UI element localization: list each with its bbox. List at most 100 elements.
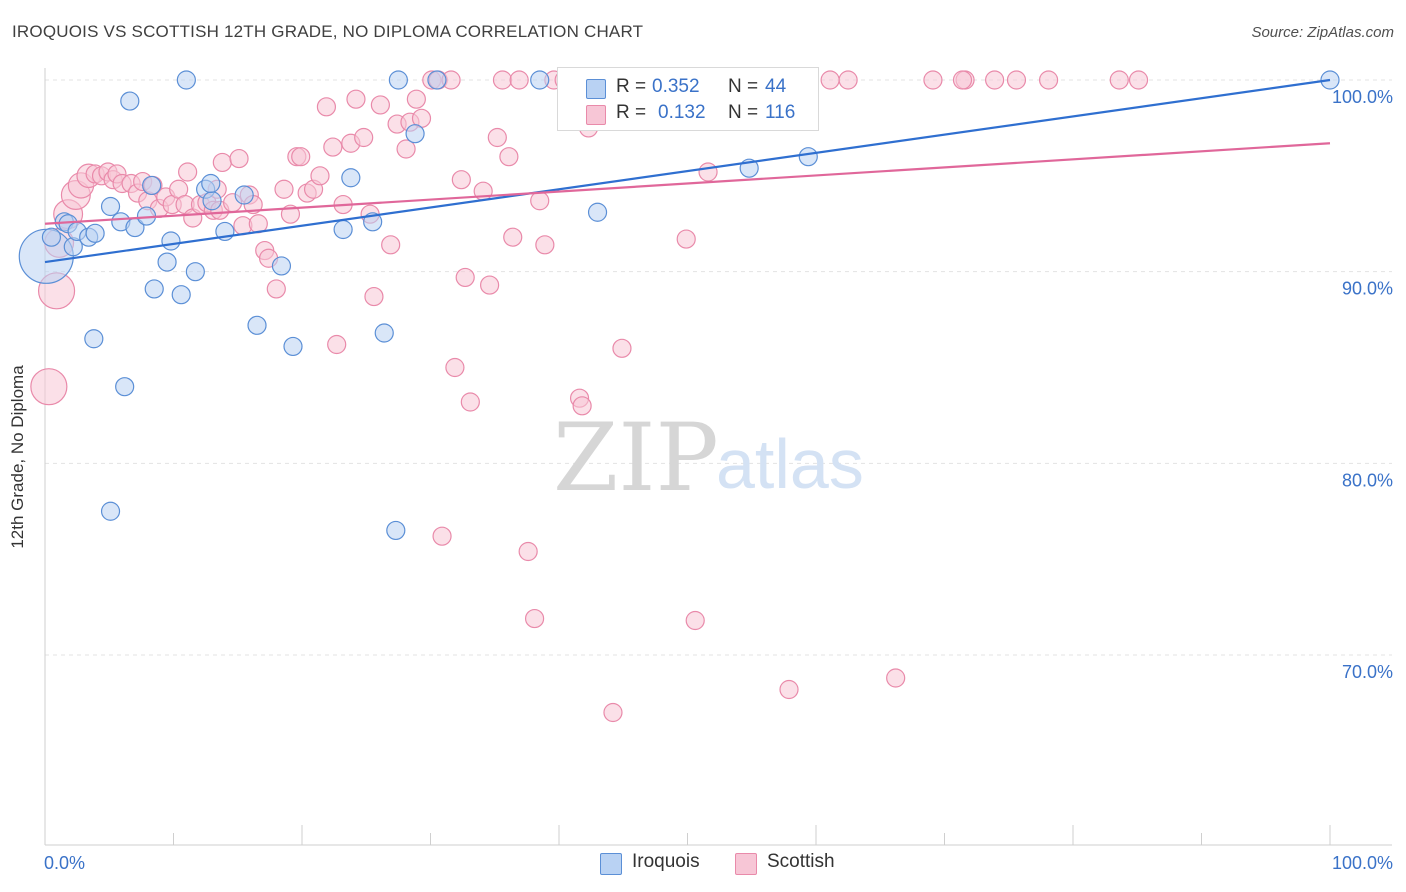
legend-r-label: R = <box>616 102 647 123</box>
scottish-points <box>30 70 1149 723</box>
scottish-point <box>354 127 374 148</box>
source-label: Source: ZipAtlas.com <box>1251 24 1394 41</box>
iroquois-point <box>100 501 121 521</box>
scottish-point <box>455 267 475 288</box>
scottish-point <box>572 396 592 416</box>
y-axis-label: 12th Grade, No Diploma <box>8 365 27 549</box>
iroquois-point <box>171 285 191 305</box>
iroquois-point <box>161 231 181 251</box>
y-tick-label: 100.0% <box>1332 87 1393 107</box>
scottish-point <box>406 89 426 109</box>
scottish-point <box>492 70 513 90</box>
iroquois-point <box>798 147 818 167</box>
iroquois-point <box>374 323 394 343</box>
iroquois-point <box>405 124 425 144</box>
scottish-point <box>923 70 943 90</box>
legend-n-label: N = <box>728 102 759 123</box>
scottish-point <box>530 191 550 211</box>
scottish-point <box>676 229 696 249</box>
scottish-point <box>212 152 232 173</box>
watermark-atlas: atlas <box>716 425 864 503</box>
scottish-trend-line <box>44 142 1331 225</box>
iroquois-point <box>85 223 105 243</box>
scottish-point <box>487 127 507 148</box>
scottish-point <box>381 235 401 255</box>
scottish-point <box>432 526 452 546</box>
scottish-point <box>445 357 465 378</box>
scottish-point <box>838 70 858 90</box>
y-tick-label: 90.0% <box>1342 279 1393 299</box>
iroquois-point <box>176 70 196 90</box>
scottish-point <box>460 392 480 412</box>
iroquois-swatch <box>600 853 622 875</box>
scottish-point <box>603 702 623 723</box>
legend-label-iroquois: Iroquois <box>632 851 700 872</box>
iroquois-swatch <box>586 79 606 99</box>
scottish-point <box>509 70 529 90</box>
scottish-point <box>178 162 198 182</box>
iroquois-point <box>201 173 221 194</box>
legend-r-value: 0.352 <box>652 76 700 97</box>
scottish-point <box>503 227 523 247</box>
iroquois-point <box>115 377 135 397</box>
legend-r-value: 0.132 <box>658 102 706 123</box>
scottish-point <box>346 89 366 109</box>
scottish-point <box>779 679 799 700</box>
iroquois-point <box>144 279 164 299</box>
iroquois-point <box>234 185 254 205</box>
iroquois-point <box>283 336 303 357</box>
iroquois-point <box>247 315 267 335</box>
scottish-point <box>480 275 500 295</box>
scottish-swatch <box>735 853 757 875</box>
scottish-point <box>820 70 840 90</box>
tick-labels: 70.0% 80.0% 90.0% 100.0% 0.0% 100.0% <box>44 87 1393 873</box>
iroquois-point <box>41 227 62 247</box>
iroquois-point <box>388 70 408 90</box>
grid-lines <box>45 79 1392 656</box>
scottish-point <box>685 610 705 631</box>
watermark-zip: ZIP <box>553 404 719 513</box>
iroquois-point <box>84 329 104 349</box>
scottish-point <box>370 95 390 115</box>
legend-r-label: R = <box>616 76 647 97</box>
scottish-point <box>364 286 384 307</box>
scottish-point <box>310 166 330 186</box>
iroquois-point <box>100 196 121 217</box>
iroquois-point <box>185 262 205 282</box>
iroquois-point <box>530 70 550 90</box>
iroquois-point <box>142 175 162 196</box>
iroquois-point <box>120 91 140 111</box>
scottish-point <box>1128 70 1149 90</box>
scottish-point <box>535 235 555 255</box>
legend-n-label: N = <box>728 76 759 97</box>
y-tick-label: 80.0% <box>1342 470 1393 490</box>
x-tick-label: 0.0% <box>44 853 85 873</box>
scottish-point <box>323 137 343 157</box>
iroquois-point <box>202 191 222 211</box>
legend-label-scottish: Scottish <box>767 851 835 872</box>
scottish-swatch <box>586 105 606 125</box>
chart-title: IROQUOIS VS SCOTTISH 12TH GRADE, NO DIPL… <box>12 22 644 41</box>
scottish-point <box>524 608 545 629</box>
scottish-point <box>518 541 538 562</box>
iroquois-points <box>18 70 1340 541</box>
iroquois-point <box>427 70 447 90</box>
scottish-point <box>229 148 249 169</box>
axes <box>44 68 1392 846</box>
scottish-point <box>30 368 68 406</box>
iroquois-point <box>386 520 406 541</box>
scottish-point <box>316 97 337 117</box>
iroquois-point <box>333 219 353 240</box>
scottish-point <box>1006 70 1027 90</box>
scottish-point <box>327 334 347 355</box>
iroquois-trend-line <box>44 78 1331 264</box>
scottish-point <box>396 139 416 159</box>
scottish-point <box>952 70 973 90</box>
iroquois-point <box>157 252 177 272</box>
correlation-legend: R = 0.352 N = 44 R = 0.132 N = 116 <box>557 67 819 131</box>
scottish-point <box>1109 70 1129 90</box>
scottish-point <box>886 668 906 688</box>
scottish-point <box>291 147 311 167</box>
scottish-point <box>985 70 1005 90</box>
